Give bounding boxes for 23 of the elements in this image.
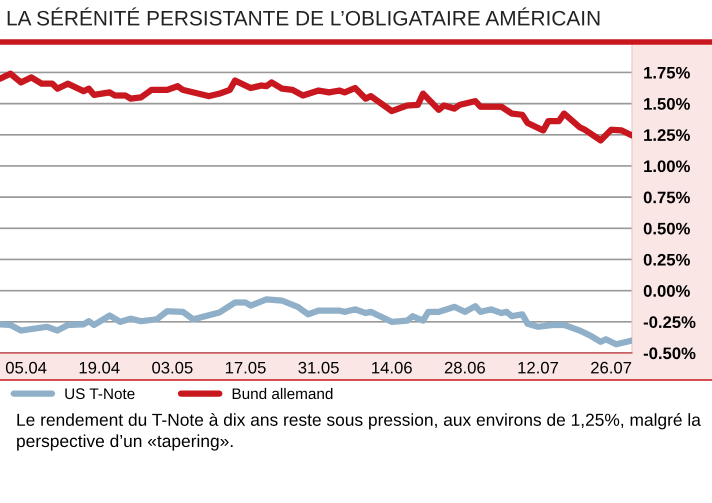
x-tick-label: 05.04 <box>6 362 46 374</box>
y-tick-label: 0.50% <box>644 222 690 235</box>
y-tick-label: -0.50% <box>644 347 696 360</box>
x-tick-label: 28.06 <box>444 362 485 374</box>
y-tick-label: 1.75% <box>644 66 690 79</box>
x-tick-label: 26.07 <box>591 362 632 374</box>
x-tick-label: 19.04 <box>80 362 120 374</box>
y-tick-label: 0.75% <box>644 192 690 204</box>
legend-label: Bund allemand <box>232 388 332 400</box>
chart-title: LA SÉRÉNITÉ PERSISTANTE DE L’OBLIGATAIRE AMÉRICAIN <box>8 7 600 26</box>
x-tick-label: 12.07 <box>518 362 558 374</box>
x-tick-label: 31.05 <box>298 362 339 374</box>
x-tick-label: 14.06 <box>372 362 412 374</box>
y-tick-label: 1.00% <box>644 160 690 172</box>
x-tick-label: 03.05 <box>152 362 193 374</box>
y-tick-label: -0.25% <box>644 316 696 328</box>
text: Le rendement du T-Note à dix ans reste sous pression, aux environs de 1,25%, malgré la perspective d’un «tapering». <box>17 413 701 451</box>
y-tick-label: 1.25% <box>644 129 690 141</box>
y-tick-label: 0.00% <box>644 285 690 297</box>
legend-label: US T-Note <box>65 388 135 400</box>
y-tick-label: 0.25% <box>644 254 690 266</box>
y-tick-label: 1.50% <box>644 98 690 110</box>
x-tick-label: 17.05 <box>226 362 266 374</box>
